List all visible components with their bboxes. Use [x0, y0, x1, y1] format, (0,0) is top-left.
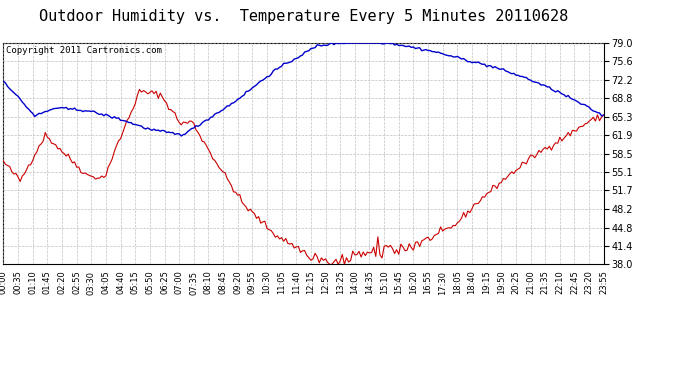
- Text: Copyright 2011 Cartronics.com: Copyright 2011 Cartronics.com: [6, 46, 162, 56]
- Text: Outdoor Humidity vs.  Temperature Every 5 Minutes 20110628: Outdoor Humidity vs. Temperature Every 5…: [39, 9, 569, 24]
